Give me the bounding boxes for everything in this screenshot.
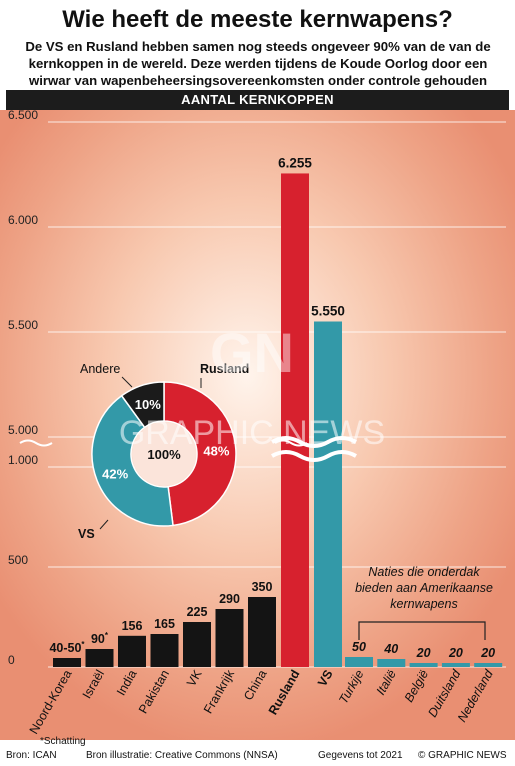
page-title: Wie heeft de meeste kernwapens?	[62, 6, 453, 33]
value-label-israel: 90*	[91, 631, 109, 646]
bar-belgie	[409, 663, 438, 667]
bar-nederland	[474, 663, 503, 667]
graphic-news-watermark: GN GRAPHIC NEWS	[119, 321, 385, 452]
bar-china	[248, 597, 276, 667]
break-wave	[271, 436, 357, 462]
bracket-line	[358, 621, 486, 640]
bars	[53, 173, 503, 667]
y-tick-label: 500	[8, 553, 28, 567]
data-date: Gegevens tot 2021	[318, 750, 403, 761]
break-wave	[19, 439, 53, 447]
host-nations-bracket: Naties die onderdak bieden aan Amerikaans…	[355, 565, 493, 640]
value-label-pakistan: 165	[154, 617, 175, 631]
bar-vs	[314, 321, 342, 667]
host-nations-annotation: Naties die onderdak bieden aan Amerikaans…	[355, 565, 493, 611]
y-axis: 0 500 1.000 5.000 5.500 6.000 6.500	[8, 110, 38, 667]
bar-duitsland	[441, 663, 470, 667]
slice-vs	[91, 394, 174, 527]
value-label-duitsland: 20	[448, 646, 463, 660]
slice-andere	[120, 381, 165, 429]
axis-break	[19, 436, 357, 462]
value-label-rusland: 6.255	[278, 155, 312, 170]
value-label-turkije: 50	[352, 640, 366, 654]
bar-noord-korea	[53, 658, 81, 667]
watermark-letters: GN	[210, 321, 294, 384]
y-tick-label: 6.000	[8, 213, 38, 227]
donut-center	[132, 422, 196, 486]
value-label-china: 350	[252, 580, 273, 594]
bar-india	[118, 635, 146, 667]
bar-israel	[85, 649, 114, 667]
kernkoppen-chart: 0 500 1.000 5.000 5.500 6.000 6.500 40-50* 90* 1…	[0, 110, 515, 740]
value-label-nederland: 20	[480, 646, 495, 660]
slice-label-rusland: 48%	[203, 444, 229, 459]
slice-label-andere: 10%	[135, 397, 161, 412]
page-subtitle: De VS en Rusland hebben samen nog steeds…	[25, 39, 491, 88]
bar-turkije	[345, 657, 373, 667]
value-label-italie: 40	[383, 642, 398, 656]
bar-italie	[377, 659, 406, 667]
estimate-note: *Schatting	[40, 736, 86, 747]
chart-band-label: AANTAL KERNKOPPEN	[6, 90, 509, 110]
bar-frankrijk	[215, 609, 244, 667]
value-label-noord-korea: 40-50*	[49, 640, 85, 655]
donut-center-label: 100%	[147, 447, 181, 462]
illustration-source: Bron illustratie: Creative Commons (NNSA…	[86, 750, 278, 761]
estimate-marker: *	[105, 631, 109, 640]
value-label-frankrijk: 290	[219, 592, 240, 606]
slice-name-vs: VS	[78, 527, 95, 541]
leader-line	[99, 519, 109, 530]
watermark-text: GRAPHIC NEWS	[119, 414, 385, 452]
bar-rusland	[281, 173, 309, 667]
slice-label-vs: 42%	[102, 466, 128, 481]
slice-name-andere: Andere	[80, 362, 120, 376]
value-label-vk: 225	[187, 605, 208, 619]
slice-name-rusland: Rusland	[200, 362, 249, 376]
value-labels: 40-50* 90* 156 165 225 290 350 6.255 5.550 50 40 20…	[49, 155, 495, 660]
share-donut: 48% 42% 10% 100% Rusland VS Andere	[78, 362, 249, 541]
value-label-belgie: 20	[416, 646, 431, 660]
y-tick-label: 6.500	[8, 110, 38, 122]
bar-pakistan	[150, 634, 179, 667]
value-label-vs: 5.550	[311, 304, 345, 319]
y-tick-label: 5.500	[8, 318, 38, 332]
credit: © GRAPHIC NEWS	[418, 750, 507, 761]
y-tick-label: 5.000	[8, 423, 38, 437]
leader-line	[121, 376, 133, 388]
value-label-india: 156	[122, 619, 143, 633]
source-text: Bron: ICAN	[6, 750, 57, 761]
slice-rusland	[163, 381, 237, 527]
y-tick-label: 0	[8, 653, 15, 667]
y-tick-label: 1.000	[8, 453, 38, 467]
bar-vk	[183, 622, 211, 667]
estimate-marker: *	[81, 640, 85, 649]
